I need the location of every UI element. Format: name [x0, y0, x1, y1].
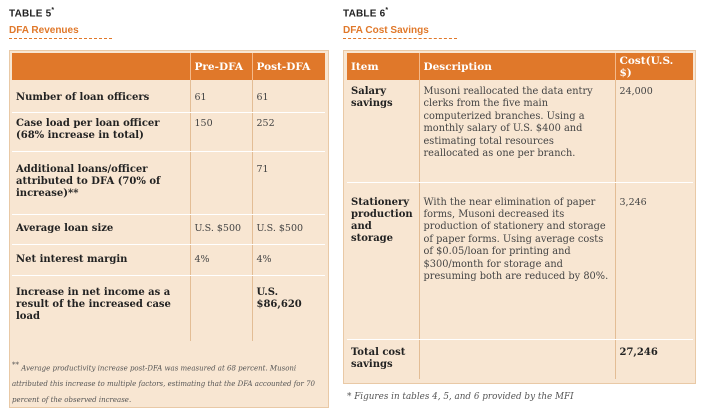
post-dfa-value: 252 — [252, 112, 325, 152]
table-row: Average loan size U.S. $500 U.S. $500 — [12, 214, 325, 245]
table6-header-description: Description — [419, 53, 616, 80]
item-cost: 27,246 — [619, 346, 658, 358]
item-label: Total cost savings — [347, 339, 420, 379]
row-label: Additional loans/officer attributed to D… — [12, 151, 191, 215]
item-description: With the near elimination of paper forms… — [419, 182, 616, 340]
row-label: Net interest margin — [12, 244, 191, 276]
table5-box: Pre-DFA Post-DFA Number of loan officers… — [9, 50, 329, 408]
table-row: Case load per loan officer (68% increase… — [12, 112, 325, 152]
table5-header-blank — [12, 53, 191, 80]
table6-header-row: Item Description Cost(U.S. $) — [347, 53, 693, 80]
row-label: Case load per loan officer (68% increase… — [12, 112, 191, 152]
table5-number: TABLE 5* — [9, 7, 55, 20]
pre-dfa-value: 4% — [190, 244, 253, 276]
pre-dfa-value: 61 — [190, 87, 253, 113]
table6-header-item: Item — [347, 53, 420, 80]
row-label: Average loan size — [12, 214, 191, 245]
table-row: Total cost savings 27,246 — [347, 339, 693, 379]
pre-dfa-value — [190, 151, 253, 215]
table5-header-pre: Pre-DFA — [190, 53, 253, 80]
table-row: Net interest margin 4% 4% — [12, 244, 325, 276]
post-dfa-value: 71 — [252, 151, 325, 215]
table-row: Salary savings Musoni reallocated the da… — [347, 80, 693, 183]
table6-number: TABLE 6* — [343, 7, 389, 20]
table-row: Stationery production and storage With t… — [347, 182, 693, 340]
table5: Pre-DFA Post-DFA Number of loan officers… — [12, 53, 325, 341]
pre-dfa-value: U.S. $500 — [190, 214, 253, 245]
table-row: Additional loans/officer attributed to D… — [12, 151, 325, 215]
row-label: Increase in net income as a result of th… — [12, 275, 191, 341]
table6-subtitle: DFA Cost Savings — [343, 25, 457, 39]
post-dfa-value: 61 — [252, 87, 325, 113]
item-description — [419, 339, 616, 379]
item-label: Stationery production and storage — [347, 182, 420, 340]
item-label: Salary savings — [347, 80, 420, 183]
table6: Item Description Cost(U.S. $) Salary sav… — [347, 53, 693, 379]
table5-subtitle: DFA Revenues — [9, 25, 112, 39]
table-row: Number of loan officers 61 61 — [12, 87, 325, 113]
table5-footnote: ** Average productivity increase post-DF… — [12, 361, 315, 405]
table6-box: Item Description Cost(U.S. $) Salary sav… — [343, 50, 696, 384]
post-dfa-value: U.S. $500 — [252, 214, 325, 245]
table6-header-cost: Cost(U.S. $) — [615, 53, 693, 80]
table5-header-post: Post-DFA — [252, 53, 325, 80]
item-cost: 3,246 — [615, 182, 693, 340]
item-cost: 24,000 — [615, 80, 693, 183]
post-dfa-value: 4% — [252, 244, 325, 276]
item-description: Musoni reallocated the data entry clerks… — [419, 80, 616, 183]
pre-dfa-value: 150 — [190, 112, 253, 152]
table5-header-row: Pre-DFA Post-DFA — [12, 53, 325, 80]
pre-dfa-value — [190, 275, 253, 341]
post-dfa-value: U.S. $86,620 — [256, 286, 302, 310]
table-row: Increase in net income as a result of th… — [12, 275, 325, 341]
table6-footnote: * Figures in tables 4, 5, and 6 provided… — [347, 392, 574, 402]
row-label: Number of loan officers — [12, 87, 191, 113]
